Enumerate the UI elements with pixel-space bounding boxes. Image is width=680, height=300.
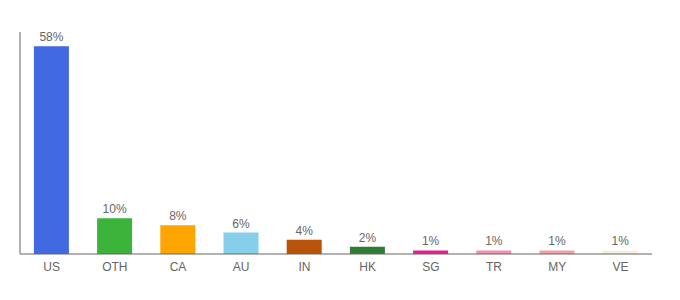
svg-text:4%: 4%	[296, 224, 314, 238]
svg-text:1%: 1%	[422, 234, 440, 248]
svg-text:2%: 2%	[359, 231, 377, 245]
svg-text:MY: MY	[548, 260, 566, 274]
svg-text:OTH: OTH	[102, 260, 127, 274]
svg-text:58%: 58%	[39, 30, 63, 44]
svg-text:VE: VE	[612, 260, 628, 274]
svg-text:IN: IN	[298, 260, 310, 274]
svg-text:TR: TR	[486, 260, 502, 274]
svg-text:AU: AU	[233, 260, 250, 274]
svg-text:HK: HK	[359, 260, 376, 274]
svg-text:1%: 1%	[548, 234, 566, 248]
svg-text:8%: 8%	[169, 209, 187, 223]
svg-text:CA: CA	[170, 260, 187, 274]
svg-text:10%: 10%	[103, 202, 127, 216]
svg-text:SG: SG	[422, 260, 439, 274]
svg-text:US: US	[43, 260, 60, 274]
svg-text:6%: 6%	[232, 217, 250, 231]
svg-text:1%: 1%	[612, 234, 630, 248]
svg-text:1%: 1%	[485, 234, 503, 248]
